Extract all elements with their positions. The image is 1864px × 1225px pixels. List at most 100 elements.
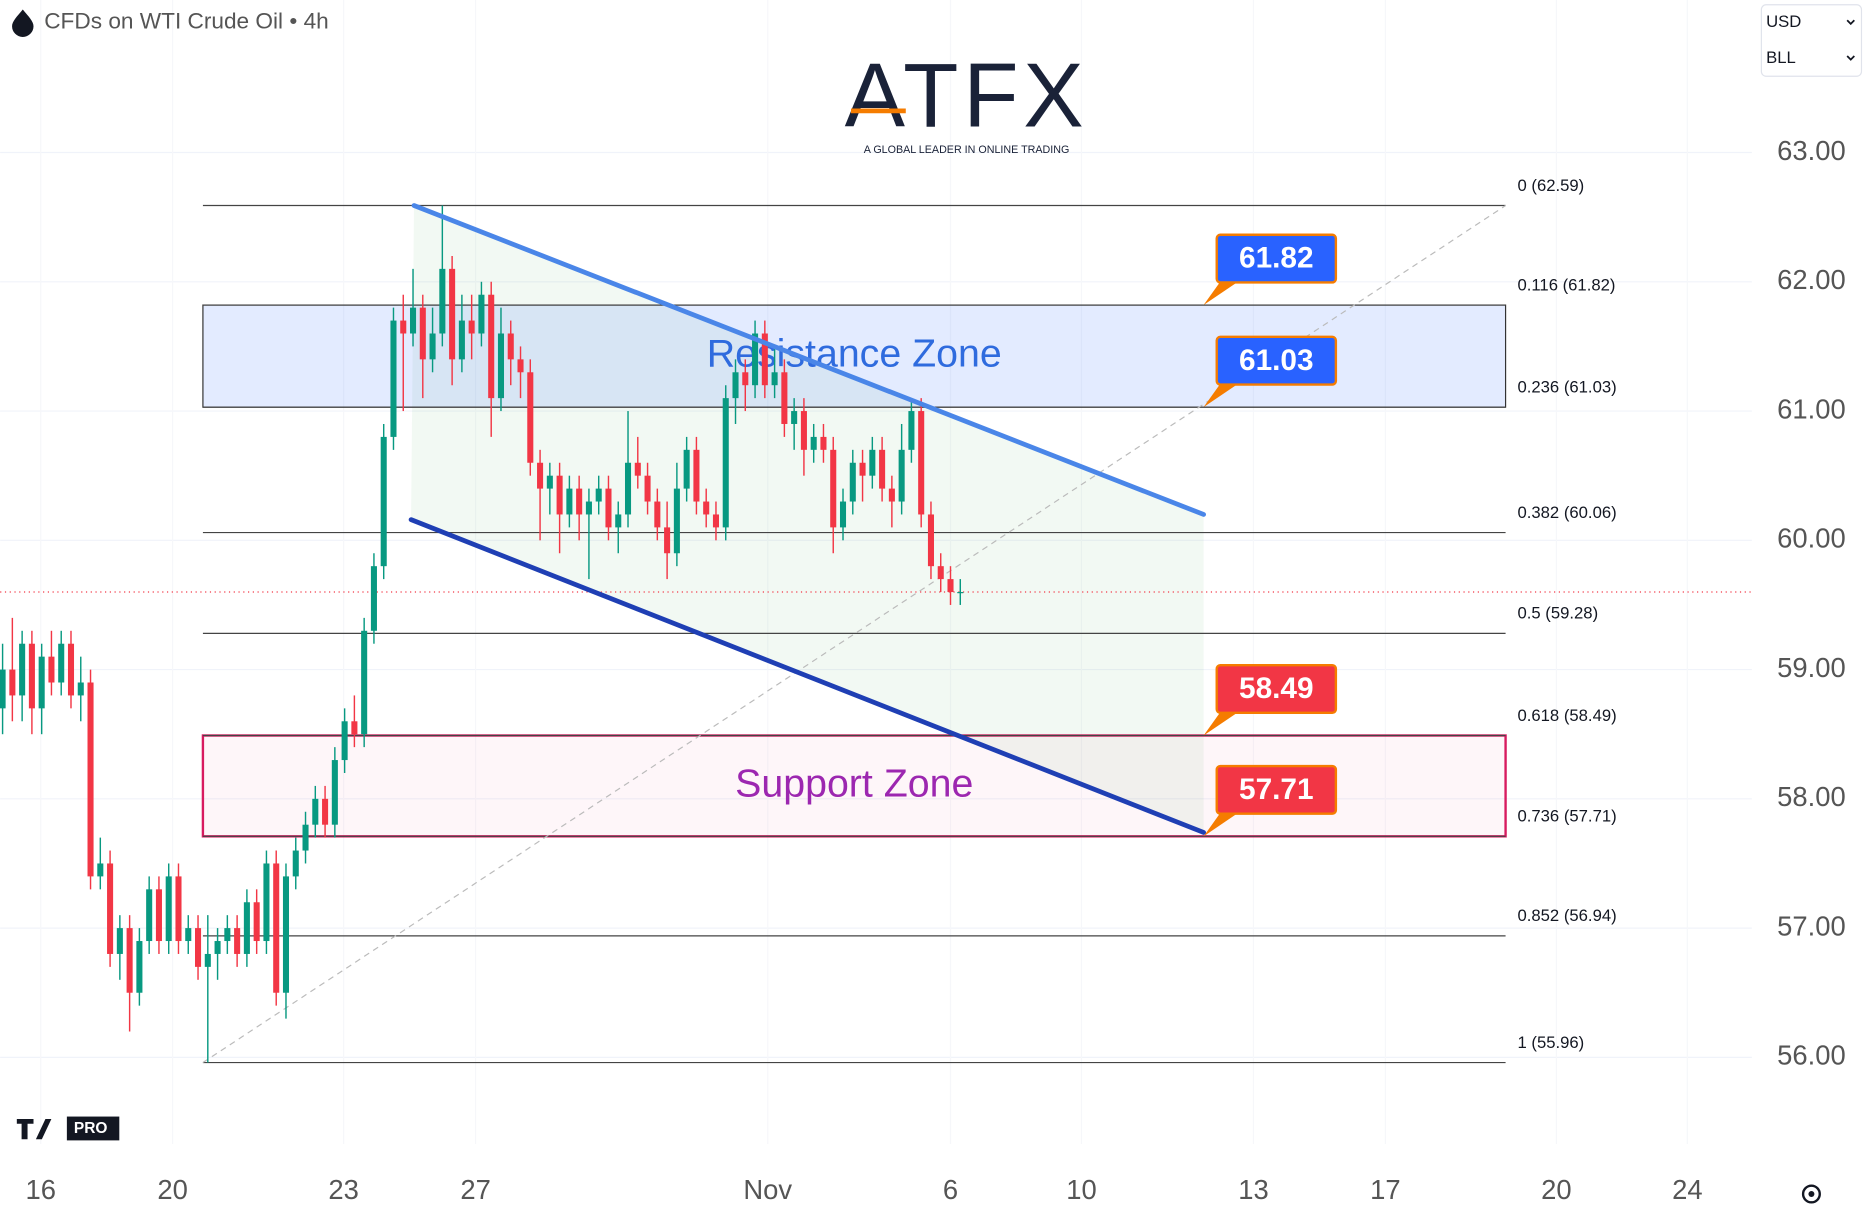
candle-body — [19, 643, 26, 696]
candle-body — [732, 372, 739, 399]
candle-body — [918, 411, 925, 515]
candle-body — [839, 501, 847, 528]
candle-body — [488, 294, 495, 399]
unit[interactable]: BLL — [1766, 48, 1796, 67]
candle-body — [624, 462, 632, 515]
candle-body — [810, 436, 817, 450]
candle-body — [204, 953, 211, 967]
candle-body — [752, 333, 759, 386]
candle-body — [58, 643, 65, 683]
y-tick-label: 63.00 — [1777, 135, 1846, 166]
candle-body — [449, 268, 456, 360]
fib-label: 0.116 (61.82) — [1517, 275, 1615, 294]
fib-label: 0.382 (60.06) — [1517, 503, 1616, 522]
candle-body — [527, 372, 534, 463]
callout-label: 61.82 — [1239, 242, 1314, 275]
candle-body — [302, 824, 309, 851]
y-tick-label: 56.00 — [1777, 1040, 1846, 1071]
candle-body — [312, 798, 319, 825]
candle-body — [830, 449, 837, 528]
candle-body — [537, 462, 544, 489]
candle-body — [195, 928, 202, 967]
candle-body — [712, 514, 719, 528]
candle-body — [146, 889, 153, 942]
chart-title: CFDs on WTI Crude Oil • 4h — [44, 9, 329, 34]
candle-body — [605, 488, 612, 528]
x-tick-label: Nov — [743, 1174, 792, 1205]
candle-body — [644, 475, 651, 502]
candle-body — [243, 902, 250, 954]
callout-box — [1215, 664, 1338, 715]
candle-body — [224, 928, 231, 942]
candle-body — [361, 630, 368, 735]
candle-body — [107, 863, 114, 954]
candle-body — [97, 863, 104, 877]
candle-body — [331, 760, 338, 825]
candle-body — [820, 436, 827, 450]
candle-body — [879, 449, 886, 489]
candle-body — [87, 682, 94, 877]
candle-body — [507, 333, 514, 360]
symbol-icon — [12, 9, 34, 37]
candle-body — [497, 333, 505, 399]
candle-body — [927, 514, 934, 567]
candle-body — [126, 928, 133, 993]
candle-body — [888, 488, 895, 502]
callout-label: 61.03 — [1239, 344, 1314, 377]
candle-body — [136, 941, 143, 993]
candle-body — [566, 488, 573, 515]
candle-body — [585, 501, 592, 515]
x-tick-label: 16 — [25, 1174, 55, 1205]
candle-body — [859, 462, 866, 476]
candle-body — [556, 475, 563, 515]
candle-body — [155, 889, 162, 942]
candle-body — [48, 656, 55, 683]
candle-body — [322, 798, 329, 825]
candle-body — [576, 488, 583, 515]
candle-body — [937, 566, 944, 580]
channel-line — [408, 517, 1206, 835]
fib-label: 0.618 (58.49) — [1517, 706, 1616, 725]
x-tick-label: 20 — [157, 1174, 187, 1205]
x-tick-label: 13 — [1238, 1174, 1268, 1205]
callout-label: 58.49 — [1239, 672, 1314, 705]
candle-body — [175, 876, 182, 942]
candle-body — [615, 514, 622, 528]
candle-body — [390, 320, 397, 437]
candle-body — [634, 462, 641, 476]
settings-icon[interactable] — [1801, 1184, 1821, 1204]
candle-body — [380, 436, 387, 567]
candle-body — [869, 449, 876, 476]
badge: PRO — [74, 1120, 108, 1137]
candle-body — [546, 475, 553, 489]
currency[interactable]: USD — [1766, 12, 1801, 31]
candle-body — [693, 449, 700, 502]
fib-label: 0.236 (61.03) — [1517, 378, 1616, 397]
logo-tagline: A GLOBAL LEADER IN ONLINE TRADING — [864, 144, 1070, 156]
candle-body — [28, 643, 35, 709]
x-tick-label: 20 — [1541, 1174, 1571, 1205]
candle-body — [165, 876, 172, 942]
channel-fill — [411, 205, 1204, 833]
candle-body — [351, 721, 358, 735]
y-tick-label: 61.00 — [1777, 393, 1846, 424]
candle-body — [185, 928, 192, 942]
candle-body — [468, 320, 475, 334]
candle-body — [517, 359, 524, 373]
fib-label: 0.5 (59.28) — [1517, 604, 1598, 623]
candle-body — [595, 488, 602, 502]
x-tick-label: 10 — [1066, 1174, 1096, 1205]
candle-body — [409, 307, 417, 334]
fib-label: 0.736 (57.71) — [1517, 807, 1616, 826]
candle-body — [664, 527, 671, 554]
candle-body — [800, 411, 807, 450]
y-tick-label: 58.00 — [1777, 781, 1846, 812]
badge-bg — [66, 1116, 120, 1141]
currency-box[interactable] — [1760, 4, 1863, 77]
candle-body — [439, 268, 446, 334]
y-tick-label: 57.00 — [1777, 910, 1846, 941]
callout-box — [1215, 233, 1338, 284]
candle-body — [781, 372, 788, 424]
